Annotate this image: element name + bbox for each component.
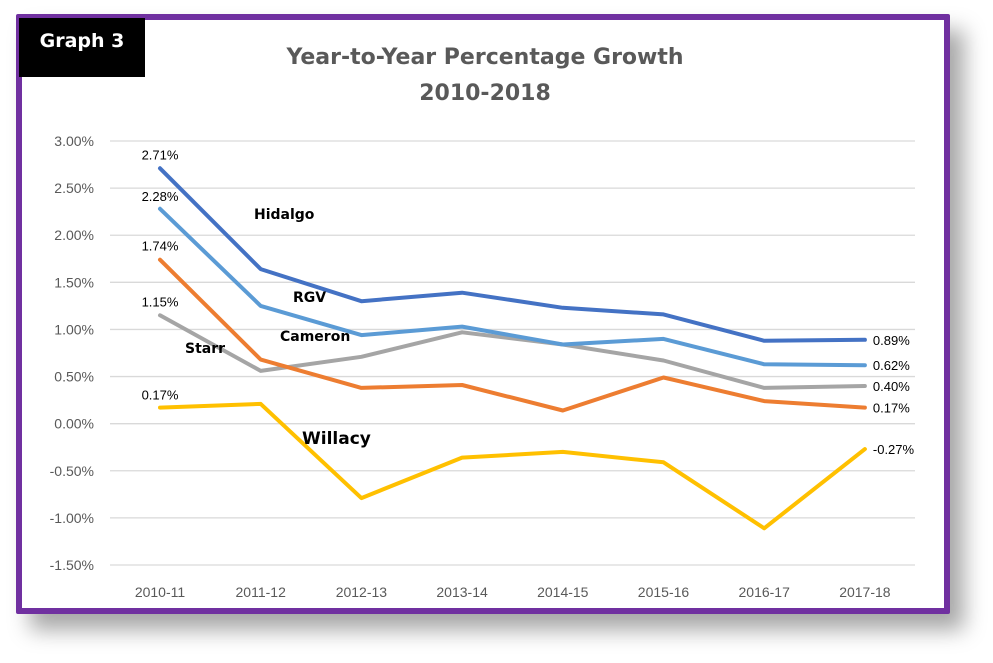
chart-title-block: Year-to-Year Percentage Growth 2010-2018 xyxy=(220,40,750,112)
data-label-last-rgv: 0.62% xyxy=(873,358,910,373)
y-tick-label: -1.50% xyxy=(50,557,94,573)
y-tick-label: -0.50% xyxy=(50,463,94,479)
data-labels: 2.71% 0.89% Hidalgo 2.28% 0.62% RGV 1.74% 0.17%… xyxy=(142,147,915,457)
y-tick-label: 1.00% xyxy=(54,321,94,337)
data-label-first-hidalgo: 2.71% xyxy=(142,147,179,162)
data-label-last-cameron: 0.17% xyxy=(873,401,910,416)
data-label-first-rgv: 2.28% xyxy=(142,189,179,204)
y-axis-ticks: 3.00% 2.50% 2.00% 1.50% 1.00% 0.50% 0.00% -0.50… xyxy=(50,133,94,573)
chart-title: Year-to-Year Percentage Growth xyxy=(286,45,684,70)
y-tick-label: 2.00% xyxy=(54,227,94,243)
x-tick-label: 2016-17 xyxy=(739,584,791,600)
x-tick-label: 2017-18 xyxy=(839,584,891,600)
data-label-first-starr: 1.15% xyxy=(142,294,179,309)
x-tick-label: 2011-12 xyxy=(236,584,287,600)
x-tick-label: 2015-16 xyxy=(638,584,690,600)
data-label-last-willacy: -0.27% xyxy=(873,442,915,457)
data-label-first-willacy: 0.17% xyxy=(142,388,179,403)
series-name-hidalgo: Hidalgo xyxy=(254,207,315,223)
data-label-last-hidalgo: 0.89% xyxy=(873,333,910,348)
series-line-starr xyxy=(158,313,867,390)
series-line-hidalgo xyxy=(158,166,867,343)
x-tick-label: 2013-14 xyxy=(436,584,488,600)
x-tick-label: 2014-15 xyxy=(537,584,589,600)
series-lines xyxy=(158,166,867,531)
series-line-cameron xyxy=(158,257,867,413)
series-name-willacy: Willacy xyxy=(302,429,371,449)
series-line-rgv xyxy=(158,206,867,368)
series-name-rgv: RGV xyxy=(293,290,326,306)
series-line-willacy xyxy=(158,401,867,531)
y-tick-label: 2.50% xyxy=(54,180,94,196)
x-tick-label: 2010-11 xyxy=(135,584,186,600)
x-tick-label: 2012-13 xyxy=(336,584,388,600)
y-tick-label: 3.00% xyxy=(54,133,94,149)
data-label-first-cameron: 1.74% xyxy=(142,239,179,254)
x-axis-ticks: 2010-11 2011-12 2012-13 2013-14 2014-15 2015-… xyxy=(135,584,891,600)
y-tick-label: -1.00% xyxy=(50,510,94,526)
gridlines xyxy=(110,140,915,566)
series-name-cameron: Cameron xyxy=(280,329,350,345)
series-name-starr: Starr xyxy=(185,341,225,357)
y-tick-label: 1.50% xyxy=(54,274,94,290)
graph-badge: Graph 3 xyxy=(19,18,145,77)
data-label-last-starr: 0.40% xyxy=(873,379,910,394)
y-tick-label: 0.00% xyxy=(54,416,94,432)
y-tick-label: 0.50% xyxy=(54,369,94,385)
chart-frame xyxy=(16,14,950,614)
chart-subtitle: 2010-2018 xyxy=(419,81,551,106)
